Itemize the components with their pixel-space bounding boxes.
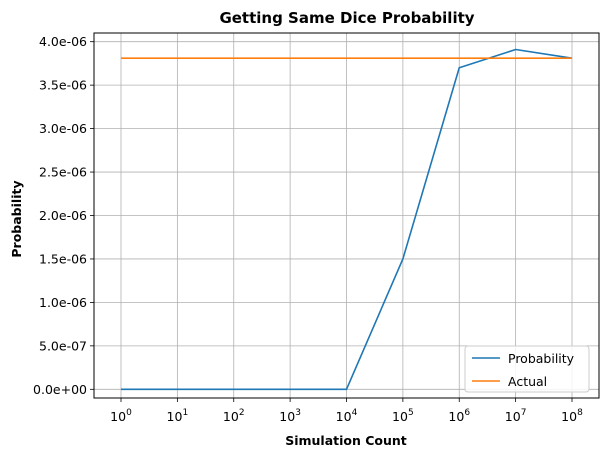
y-tick-label: 0.0e+00 xyxy=(33,382,87,397)
x-axis-label: Simulation Count xyxy=(285,433,407,448)
series-line-probability xyxy=(121,48,573,391)
y-tick-label: 3.0e-06 xyxy=(39,121,87,136)
x-tick-label: 105 xyxy=(392,408,414,424)
legend-label-actual: Actual xyxy=(508,374,547,389)
y-tick-label: 1.0e-06 xyxy=(39,295,87,310)
x-tick-label: 101 xyxy=(167,408,189,424)
x-tick-label: 103 xyxy=(279,408,301,424)
x-tick-label: 100 xyxy=(110,408,132,424)
legend: Probability Actual xyxy=(464,345,590,393)
x-tick-label: 104 xyxy=(336,408,358,424)
grid xyxy=(94,33,599,398)
x-tick-label: 102 xyxy=(223,408,245,424)
x-axis-ticks: 100 101 102 103 104 105 106 107 108 xyxy=(110,398,583,424)
y-tick-label: 4.0e-06 xyxy=(39,34,87,49)
y-axis-label: Probability xyxy=(9,180,24,257)
x-tick-label: 108 xyxy=(561,408,583,424)
y-tick-label: 3.5e-06 xyxy=(39,78,87,93)
x-tick-label: 107 xyxy=(505,408,527,424)
y-tick-label: 5.0e-07 xyxy=(39,338,87,353)
y-tick-label: 2.5e-06 xyxy=(39,165,87,180)
y-tick-label: 2.0e-06 xyxy=(39,208,87,223)
y-tick-label: 1.5e-06 xyxy=(39,251,87,266)
y-axis-ticks: 0.0e+00 5.0e-07 1.0e-06 1.5e-06 2.0e-06 2.5e-… xyxy=(33,34,94,397)
chart-title: Getting Same Dice Probability xyxy=(219,9,474,27)
legend-label-probability: Probability xyxy=(508,351,575,366)
x-tick-label: 106 xyxy=(448,408,470,424)
series-lines xyxy=(121,48,573,391)
